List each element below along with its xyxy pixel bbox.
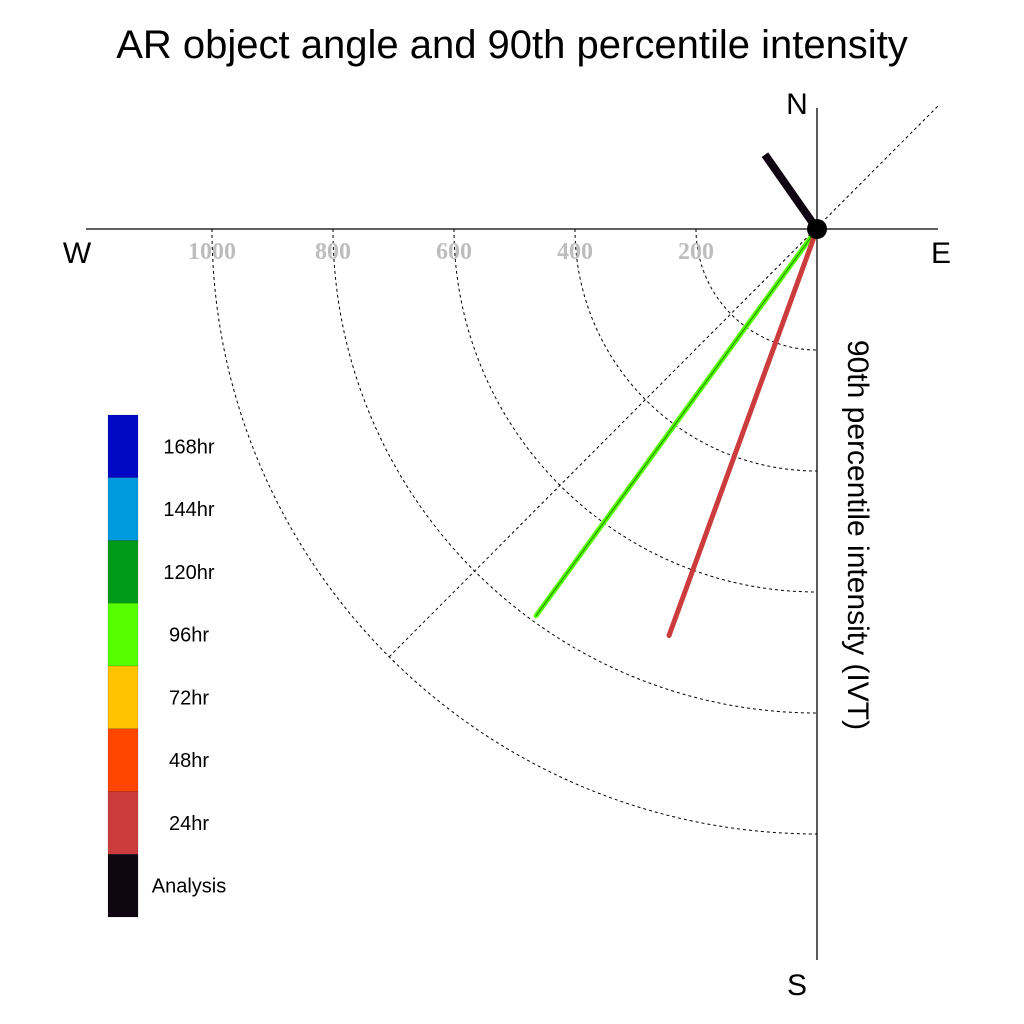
legend-label-24hr: 24hr <box>169 813 209 835</box>
legend-label-72hr: 72hr <box>169 687 209 709</box>
north-label: N <box>786 88 808 121</box>
west-label: W <box>63 237 92 270</box>
vector-96hr <box>535 228 818 616</box>
chart-title: AR object angle and 90th percentile inte… <box>116 23 908 67</box>
vector-24hr <box>666 226 820 638</box>
legend-label-48hr: 48hr <box>169 750 209 772</box>
legend-label-96hr: 96hr <box>169 625 209 647</box>
legend-swatch-168hr <box>107 414 139 478</box>
legend-swatch-72hr <box>107 665 139 729</box>
legend-swatch-48hr <box>107 728 139 792</box>
radial-tick-label-4: 200 <box>678 239 714 265</box>
legend-label-168hr: 168hr <box>163 436 214 458</box>
east-label: E <box>931 237 951 270</box>
radial-grid <box>211 105 939 835</box>
radial-tick-label-0: 1000 <box>188 239 236 265</box>
legend-label-120hr: 120hr <box>163 562 214 584</box>
origin-dot <box>807 219 827 239</box>
legend-label-Analysis: Analysis <box>152 876 226 898</box>
legend-swatch-24hr <box>107 791 139 855</box>
legend-label-144hr: 144hr <box>163 499 214 521</box>
grid-arc-4 <box>695 228 818 351</box>
south-label: S <box>787 969 807 1002</box>
vector-Analysis <box>761 152 821 232</box>
legend-swatch-144hr <box>107 477 139 541</box>
legend: 168hr 144hr 120hr 96hr 72hr 48hr 24hr Analysis <box>107 414 226 918</box>
grid-arc-0 <box>211 228 818 835</box>
y-axis-label: 90th percentile intensity (IVT) <box>841 340 874 730</box>
direction-vectors <box>533 152 821 638</box>
radial-tick-labels: 1000 800 600 400 200 <box>188 239 714 265</box>
legend-swatch-Analysis <box>107 854 139 918</box>
legend-swatch-96hr <box>107 603 139 667</box>
grid-arc-1 <box>332 228 818 714</box>
radial-tick-label-1: 800 <box>315 239 351 265</box>
radial-tick-label-3: 400 <box>557 239 593 265</box>
compass-axes <box>86 108 938 960</box>
grid-arc-3 <box>574 228 818 472</box>
legend-swatch-120hr <box>107 540 139 604</box>
radial-tick-label-2: 600 <box>436 239 472 265</box>
